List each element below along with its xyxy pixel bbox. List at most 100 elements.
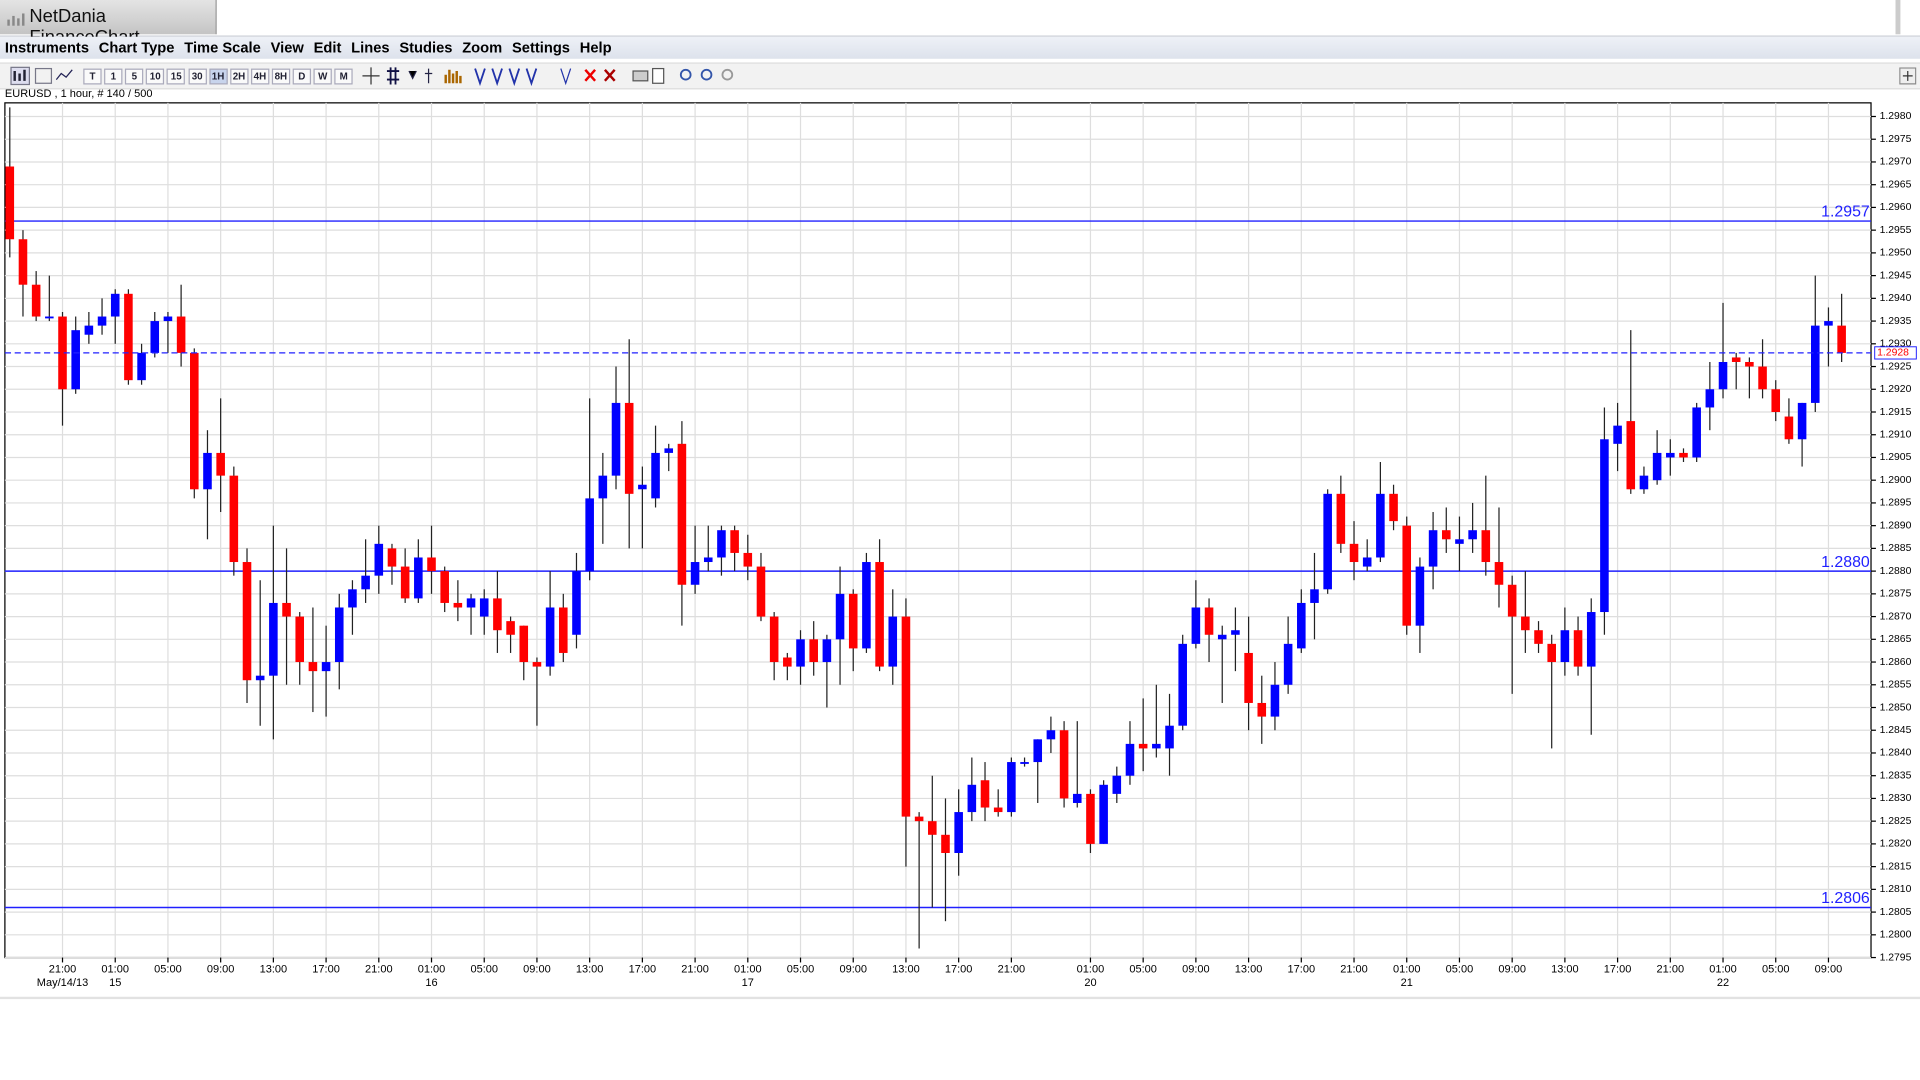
x-tick-label: 05:00	[470, 964, 498, 976]
candle-body	[1362, 557, 1372, 567]
candle-body	[809, 639, 818, 663]
y-tick-label: 1.2930	[1880, 339, 1912, 350]
y-tick-label: 1.2825	[1880, 816, 1912, 827]
candle-body	[1600, 439, 1609, 613]
plot-frame	[4, 102, 1872, 959]
y-tick-label: 1.2910	[1880, 429, 1912, 440]
x-tick-label: 01:00	[734, 964, 762, 976]
x-tick-label: 13:00	[1551, 964, 1579, 976]
date-label: 16	[425, 977, 437, 989]
y-tick-label: 1.2940	[1880, 293, 1912, 304]
candle-body	[1415, 566, 1425, 626]
x-tick-label: 17:00	[945, 964, 973, 976]
x-tick-label: 09:00	[1182, 964, 1210, 976]
candle-body	[1652, 452, 1662, 481]
y-tick-label: 1.2915	[1880, 407, 1912, 418]
candle-body	[137, 352, 146, 381]
candle-body	[295, 616, 305, 663]
x-tick-label: 21:00	[1657, 964, 1685, 976]
y-tick-label: 1.2850	[1880, 702, 1912, 713]
candle-body	[308, 662, 318, 672]
timescale-button[interactable]: 5	[125, 68, 144, 85]
y-tick-label: 1.2895	[1880, 498, 1912, 509]
timescale-button[interactable]: 1	[104, 68, 123, 85]
y-tick-label: 1.2835	[1880, 770, 1912, 781]
candle-body	[1244, 652, 1253, 703]
candle-body	[58, 316, 67, 390]
candle-body	[928, 821, 937, 835]
candle-body	[1020, 762, 1029, 764]
x-tick-label: 09:00	[523, 964, 551, 976]
x-tick-label: 21:00	[998, 964, 1026, 976]
timescale-button[interactable]: 1H	[208, 68, 228, 85]
candle-body	[1297, 602, 1306, 649]
date-label: 21	[1401, 977, 1413, 989]
y-tick-label: 1.2920	[1880, 384, 1912, 395]
timescale-button[interactable]: 15	[167, 68, 186, 85]
menu-item[interactable]: Chart Type	[98, 39, 175, 57]
y-tick-label: 1.2885	[1880, 543, 1912, 554]
candle-body	[848, 593, 858, 649]
y-tick-label: 1.2880	[1880, 566, 1912, 577]
candle-body	[1152, 743, 1161, 749]
y-tick-label: 1.2845	[1880, 725, 1912, 736]
candle-body	[598, 475, 608, 499]
y-tick-label: 1.2980	[1880, 111, 1912, 122]
candle-body	[1086, 793, 1095, 844]
candle-body	[1666, 452, 1675, 458]
timescale-button[interactable]: 2H	[229, 68, 249, 85]
y-tick-label: 1.2965	[1880, 179, 1912, 190]
candle-body	[664, 448, 674, 453]
candle-body	[914, 816, 924, 822]
menu-item[interactable]: Help	[579, 39, 612, 57]
timescale-button[interactable]: W	[313, 68, 332, 85]
timescale-button[interactable]: 8H	[271, 68, 291, 85]
candle-body	[97, 316, 107, 326]
toolbar-dock-button[interactable]	[1899, 67, 1917, 85]
timescale-button[interactable]: 30	[187, 68, 207, 85]
candle-body	[84, 325, 94, 335]
candle-body	[1191, 607, 1201, 644]
grid	[4, 102, 1872, 959]
toolbar: T 1 5 10 15 30 1H 2H 4H 8H D W M	[0, 62, 1920, 90]
timescale-button[interactable]: T	[83, 68, 102, 85]
menu-item[interactable]: Zoom	[462, 39, 503, 57]
date-label: 22	[1717, 977, 1729, 989]
y-tick-label: 1.2955	[1880, 225, 1912, 236]
candle-body	[176, 316, 186, 353]
x-tick-label: 05:00	[1446, 964, 1474, 976]
candle-body	[1217, 634, 1227, 640]
menu-item[interactable]: Instruments	[4, 39, 90, 57]
timescale-button[interactable]: 4H	[250, 68, 270, 85]
y-tick-label: 1.2810	[1880, 884, 1912, 895]
y-tick-label: 1.2860	[1880, 657, 1912, 668]
candle-body	[506, 621, 515, 635]
candle-body	[1283, 643, 1293, 685]
x-tick-label: 21:00	[1340, 964, 1368, 976]
x-tick-label: 09:00	[1498, 964, 1526, 976]
candles	[5, 107, 1846, 949]
menu-item[interactable]: Studies	[399, 39, 453, 57]
timescale-button[interactable]: M	[334, 68, 353, 85]
candle-body	[440, 571, 449, 603]
candle-body	[1336, 493, 1346, 544]
menu-item[interactable]: Edit	[313, 39, 342, 57]
candle-body	[374, 543, 384, 576]
candle-body	[1837, 325, 1846, 353]
y-tick-label: 1.2840	[1880, 748, 1912, 759]
candle-body	[1586, 612, 1596, 667]
candle-body	[334, 607, 344, 663]
candle-body	[466, 598, 476, 608]
timescale-button[interactable]: D	[292, 68, 312, 85]
menu-item[interactable]: Time Scale	[184, 39, 261, 57]
date-label: 15	[109, 977, 121, 989]
menu-item[interactable]: View	[270, 39, 304, 57]
candle-body	[769, 616, 779, 663]
candle-body	[941, 834, 950, 853]
candle-body	[110, 293, 120, 317]
menu-item[interactable]: Lines	[351, 39, 390, 57]
timescale-button[interactable]: 10	[146, 68, 165, 85]
menu-item[interactable]: Settings	[512, 39, 570, 57]
x-tick-label: 09:00	[839, 964, 867, 976]
candle-body	[624, 402, 634, 494]
